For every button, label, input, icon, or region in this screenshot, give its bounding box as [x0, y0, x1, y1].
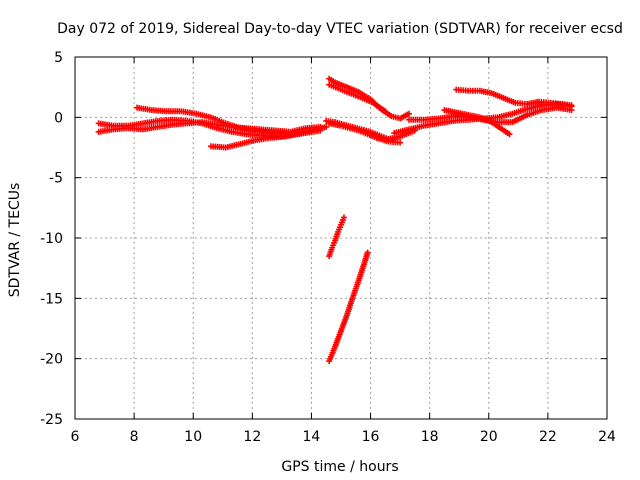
series-track-13	[453, 86, 575, 109]
data-point	[397, 139, 404, 146]
y-tick-label: 5	[54, 50, 63, 66]
data-point	[568, 102, 575, 109]
y-tick-label: -5	[49, 171, 63, 187]
y-tick-label: -10	[40, 231, 63, 247]
axis-ticks: 6 8 10 12 14 16 18 20 22 24 5 0 -5 -10 -15 -20 -25	[40, 50, 616, 445]
series-track-6	[326, 81, 412, 122]
series-track-14	[441, 107, 513, 138]
x-axis-label: GPS time / hours	[281, 459, 398, 475]
x-tick-label: 8	[130, 429, 139, 445]
x-tick-label: 14	[303, 429, 321, 445]
data-point	[405, 110, 412, 117]
plot-frame	[74, 56, 608, 420]
data-point	[323, 123, 330, 130]
x-tick-label: 10	[184, 429, 202, 445]
x-tick-label: 12	[243, 429, 261, 445]
data-point	[364, 249, 371, 256]
y-axis-label: SDTVAR / TECUs	[7, 183, 23, 298]
data-point	[506, 131, 513, 138]
series-track-4	[207, 123, 330, 151]
x-tick-label: 16	[362, 429, 380, 445]
y-tick-label: -25	[40, 412, 63, 428]
y-tick-label: -15	[40, 291, 63, 307]
x-tick-label: 24	[598, 429, 616, 445]
x-tick-label: 6	[71, 429, 80, 445]
data-points	[95, 75, 575, 365]
x-tick-label: 18	[421, 429, 439, 445]
chart-title: Day 072 of 2019, Sidereal Day-to-day VTE…	[57, 21, 623, 37]
y-tick-label: -20	[40, 352, 63, 368]
data-point	[340, 214, 347, 221]
x-tick-label: 20	[480, 429, 498, 445]
y-tick-label: 0	[54, 110, 63, 126]
x-tick-label: 22	[539, 429, 557, 445]
series-track-9	[326, 214, 347, 260]
series-track-8	[326, 120, 404, 146]
series-track-10	[326, 249, 371, 365]
series-track-3	[134, 104, 288, 137]
